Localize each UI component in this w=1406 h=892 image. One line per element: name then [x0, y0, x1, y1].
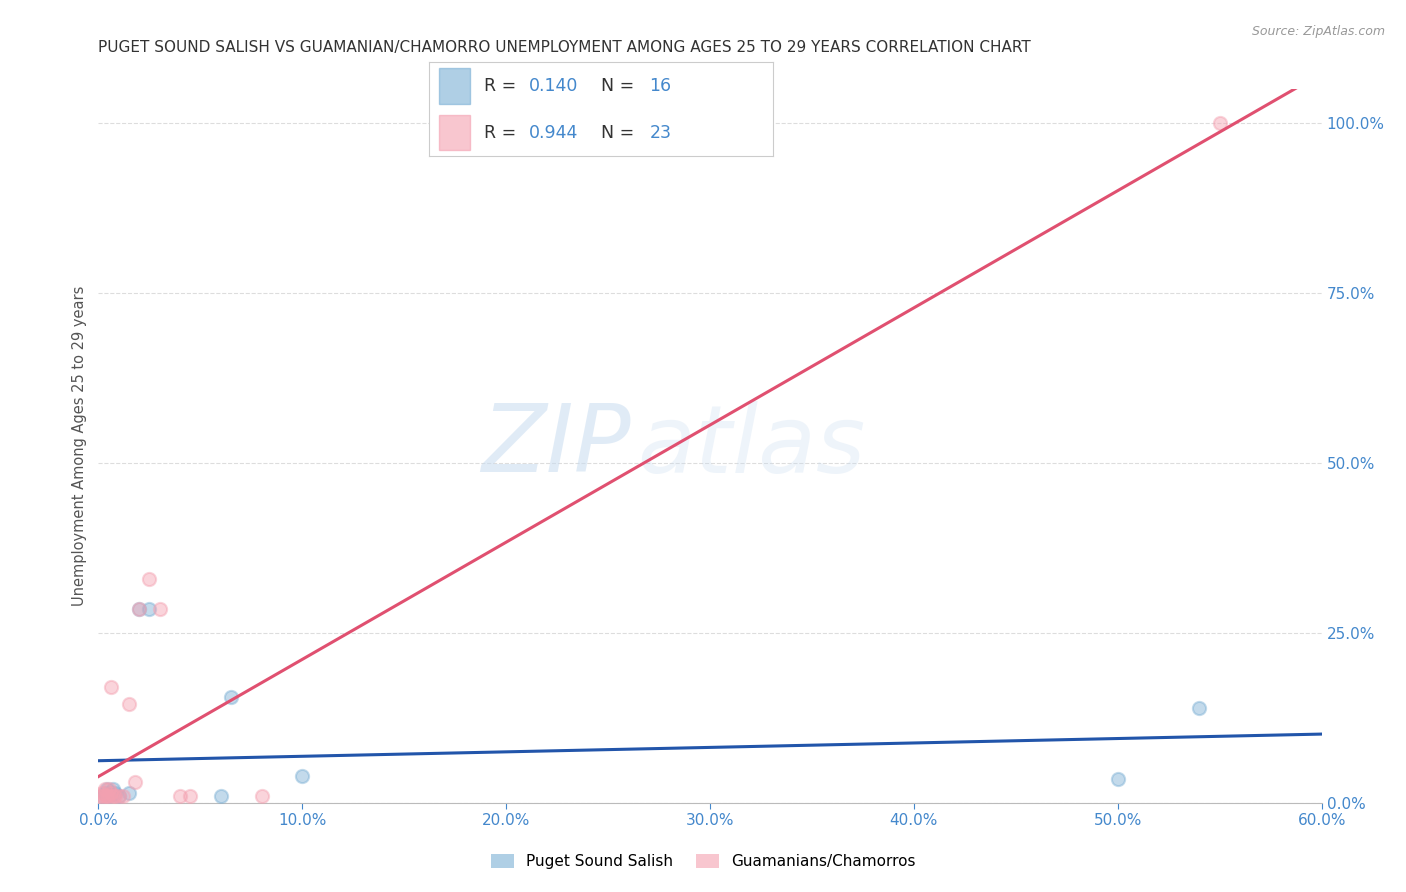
Text: ZIP: ZIP — [481, 401, 630, 491]
Point — [89, 789, 111, 803]
Point — [111, 789, 134, 803]
Point — [91, 786, 114, 800]
Point — [100, 786, 122, 800]
Point — [149, 602, 172, 616]
Point — [97, 789, 120, 803]
Point — [97, 782, 120, 797]
Point — [118, 786, 141, 800]
Point — [91, 789, 114, 803]
Text: 16: 16 — [650, 77, 672, 95]
Point — [118, 698, 141, 712]
Point — [128, 602, 150, 616]
Text: PUGET SOUND SALISH VS GUAMANIAN/CHAMORRO UNEMPLOYMENT AMONG AGES 25 TO 29 YEARS : PUGET SOUND SALISH VS GUAMANIAN/CHAMORRO… — [98, 40, 1031, 55]
Point — [104, 786, 127, 800]
Point — [291, 769, 314, 783]
Y-axis label: Unemployment Among Ages 25 to 29 years: Unemployment Among Ages 25 to 29 years — [72, 285, 87, 607]
Point — [96, 782, 118, 797]
Text: 23: 23 — [650, 124, 671, 142]
Text: R =: R = — [484, 124, 522, 142]
Point — [108, 789, 131, 803]
Point — [101, 789, 124, 803]
Point — [96, 789, 118, 803]
Text: atlas: atlas — [637, 401, 865, 491]
Point — [97, 789, 120, 803]
Point — [100, 786, 122, 800]
Point — [1107, 772, 1129, 786]
Point — [93, 786, 115, 800]
Point — [124, 775, 146, 789]
Point — [209, 789, 232, 803]
Point — [138, 602, 160, 616]
Text: R =: R = — [484, 77, 522, 95]
Point — [108, 789, 131, 803]
Point — [219, 690, 242, 705]
Point — [1188, 700, 1211, 714]
Text: Source: ZipAtlas.com: Source: ZipAtlas.com — [1251, 25, 1385, 38]
Point — [100, 680, 122, 694]
Point — [101, 782, 124, 797]
Point — [1209, 116, 1232, 130]
Point — [104, 789, 127, 803]
FancyBboxPatch shape — [439, 68, 470, 103]
FancyBboxPatch shape — [439, 115, 470, 151]
Point — [93, 782, 115, 797]
Text: N =: N = — [602, 124, 640, 142]
Point — [179, 789, 201, 803]
Text: N =: N = — [602, 77, 640, 95]
Point — [91, 789, 114, 803]
Point — [138, 572, 160, 586]
Legend: Puget Sound Salish, Guamanians/Chamorros: Puget Sound Salish, Guamanians/Chamorros — [485, 848, 921, 875]
Text: 0.140: 0.140 — [529, 77, 578, 95]
Text: 0.944: 0.944 — [529, 124, 578, 142]
Point — [128, 602, 150, 616]
Point — [93, 789, 115, 803]
Point — [169, 789, 191, 803]
Point — [250, 789, 273, 803]
